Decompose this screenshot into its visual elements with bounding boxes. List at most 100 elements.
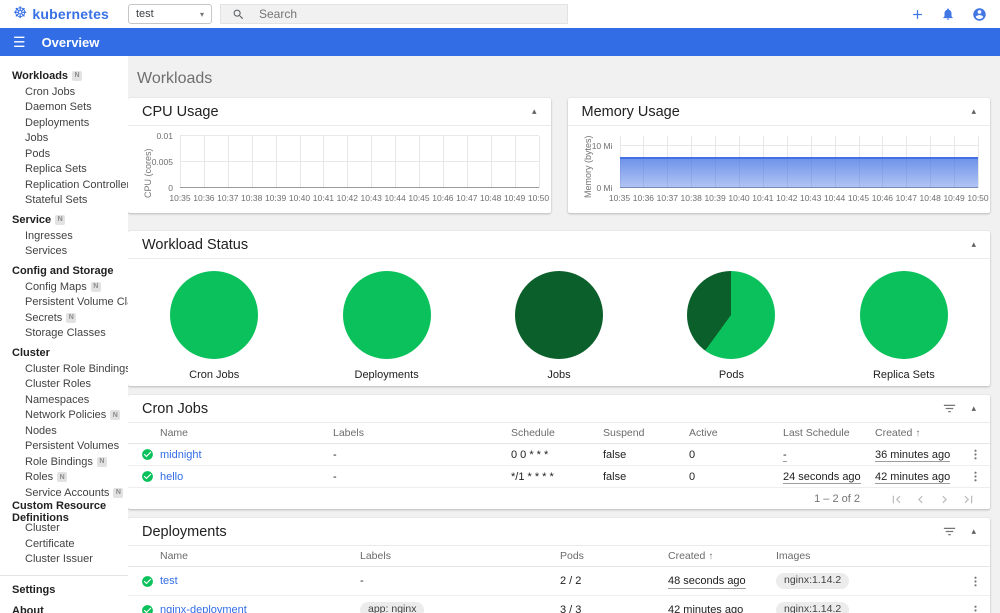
sidebar-section-cluster[interactable]: Cluster xyxy=(0,344,128,361)
filter-button[interactable] xyxy=(942,524,957,539)
y-tick-label: 0 xyxy=(168,183,173,193)
x-tick-label: 10:42 xyxy=(336,193,358,203)
sidebar-item-namespaces[interactable]: Namespaces xyxy=(0,392,128,408)
column-name[interactable]: Name xyxy=(160,427,189,439)
logo-text: kubernetes xyxy=(32,6,110,22)
account-button[interactable] xyxy=(968,3,990,25)
y-axis-label: CPU (cores) xyxy=(143,148,153,198)
pie-col-jobs: Jobs xyxy=(473,271,645,381)
app-bar: ☰ Overview xyxy=(0,28,1000,56)
column-last-schedule[interactable]: Last Schedule xyxy=(783,427,850,439)
memory-usage-chart: Memory (bytes) 10:35 10:36 10:37 10:38 10:39… xyxy=(568,126,991,212)
row-menu-button[interactable] xyxy=(969,575,982,588)
sidebar-item-nodes[interactable]: Nodes xyxy=(0,423,128,439)
sidebar-item-services[interactable]: Services xyxy=(0,244,128,260)
sidebar-item-about[interactable]: About xyxy=(0,604,128,613)
row-menu-button[interactable] xyxy=(969,448,982,461)
cell-actions xyxy=(956,448,982,461)
notifications-button[interactable] xyxy=(937,3,959,25)
sidebar-item-roles[interactable]: Roles N xyxy=(0,470,128,486)
sidebar-section-custom-resource-definitions[interactable]: Custom Resource Definitions xyxy=(0,500,128,524)
sidebar-item-stateful-sets[interactable]: Stateful Sets xyxy=(0,193,128,209)
card-header: Cron Jobs ▴ xyxy=(128,395,990,423)
gridline-vertical xyxy=(203,136,205,188)
sidebar-item-crd-certificate[interactable]: Certificate xyxy=(0,536,128,552)
row-menu-button[interactable] xyxy=(969,604,982,613)
last-page-button[interactable] xyxy=(956,492,980,507)
prev-page-button[interactable] xyxy=(908,492,932,507)
sidebar-item-secrets[interactable]: Secrets N xyxy=(0,310,128,326)
sidebar-section-workloads[interactable]: Workloads N xyxy=(0,67,128,84)
collapse-button[interactable]: ▴ xyxy=(971,240,976,249)
filter-button[interactable] xyxy=(942,401,957,416)
sidebar-section-config-storage[interactable]: Config and Storage xyxy=(0,262,128,279)
resource-link[interactable]: hello xyxy=(160,470,184,483)
x-tick-label: 10:41 xyxy=(752,193,774,203)
chevron-up-icon: ▴ xyxy=(971,239,976,249)
item-label: Replication Controllers xyxy=(25,178,128,191)
sidebar-item-network-policies[interactable]: Network Policies N xyxy=(0,408,128,424)
column-labels[interactable]: Labels xyxy=(360,550,391,562)
workload-status-card: Workload Status ▴ Cron Jobs Deployments … xyxy=(128,231,990,386)
cell-schedule: 0 0 * * * xyxy=(511,448,549,461)
sidebar-item-service-accounts[interactable]: Service Accounts N xyxy=(0,485,128,501)
section-label: Service xyxy=(12,213,52,226)
search-input[interactable] xyxy=(259,7,556,21)
column-images[interactable]: Images xyxy=(776,550,811,562)
sidebar-item-persistent-volume-claims[interactable]: Persistent Volume ClaimsN xyxy=(0,295,128,311)
chevron-down-icon: ▾ xyxy=(199,9,204,19)
relative-time: - xyxy=(783,448,787,462)
sidebar-item-pods[interactable]: Pods xyxy=(0,146,128,162)
column-label: Created xyxy=(875,427,913,439)
pie-chart-deployments xyxy=(342,271,431,359)
column-created[interactable]: Created ↑ xyxy=(668,550,776,562)
sidebar-item-ingresses[interactable]: Ingresses xyxy=(0,228,128,244)
x-tick-label: 10:39 xyxy=(264,193,287,203)
collapse-button[interactable]: ▴ xyxy=(971,107,976,116)
cell-pods: 2 / 2 xyxy=(560,575,582,587)
x-tick-label: 10:46 xyxy=(871,193,894,203)
column-created[interactable]: Created ↑ xyxy=(875,427,956,439)
sidebar-item-daemon-sets[interactable]: Daemon Sets xyxy=(0,100,128,116)
sidebar-item-jobs[interactable]: Jobs xyxy=(0,131,128,147)
sidebar-item-crd-cluster[interactable]: Cluster xyxy=(0,521,128,537)
column-pods[interactable]: Pods xyxy=(560,550,584,562)
menu-icon[interactable]: ☰ xyxy=(13,34,26,50)
sidebar-item-config-maps[interactable]: Config Maps N xyxy=(0,279,128,295)
item-label: Nodes xyxy=(25,424,57,437)
next-page-button[interactable] xyxy=(932,492,956,507)
x-tick-label: 10:50 xyxy=(527,193,550,203)
sidebar-item-role-bindings[interactable]: Role Bindings N xyxy=(0,454,128,470)
sidebar-item-replica-sets[interactable]: Replica Sets xyxy=(0,162,128,178)
create-resource-button[interactable] xyxy=(906,3,928,25)
namespace-selector[interactable]: test ▾ xyxy=(128,4,212,24)
sidebar-item-crd-cluster-issuer[interactable]: Cluster Issuer xyxy=(0,552,128,568)
column-labels[interactable]: Labels xyxy=(333,427,364,439)
collapse-button[interactable]: ▴ xyxy=(532,107,537,116)
cell-active: 0 xyxy=(689,470,696,483)
sidebar-item-settings[interactable]: Settings xyxy=(0,582,128,598)
sidebar-section-service[interactable]: Service N xyxy=(0,211,128,228)
row-menu-button[interactable] xyxy=(969,470,982,483)
sidebar-item-replication-controllers[interactable]: Replication Controllers xyxy=(0,177,128,193)
item-label: Stateful Sets xyxy=(25,194,88,207)
sidebar-item-cluster-role-bindings[interactable]: Cluster Role Bindings xyxy=(0,361,128,377)
sidebar-item-deployments[interactable]: Deployments xyxy=(0,115,128,131)
resource-link[interactable]: midnight xyxy=(160,448,202,461)
cell-actions xyxy=(956,470,982,483)
sidebar-item-storage-classes[interactable]: Storage Classes xyxy=(0,326,128,342)
column-schedule[interactable]: Schedule xyxy=(511,427,555,439)
collapse-button[interactable]: ▴ xyxy=(971,527,976,536)
first-page-button[interactable] xyxy=(884,492,908,507)
column-name[interactable]: Name xyxy=(160,550,189,562)
search-bar[interactable] xyxy=(220,4,568,24)
resource-link[interactable]: nginx-deployment xyxy=(160,604,247,613)
pie-chart-replica-sets xyxy=(859,271,948,359)
column-suspend[interactable]: Suspend xyxy=(603,427,645,439)
resource-link[interactable]: test xyxy=(160,575,178,587)
sidebar-item-persistent-volumes[interactable]: Persistent Volumes xyxy=(0,439,128,455)
sidebar-item-cluster-roles[interactable]: Cluster Roles xyxy=(0,377,128,393)
column-active[interactable]: Active xyxy=(689,427,718,439)
collapse-button[interactable]: ▴ xyxy=(971,404,976,413)
sidebar-item-cron-jobs[interactable]: Cron Jobs xyxy=(0,84,128,100)
